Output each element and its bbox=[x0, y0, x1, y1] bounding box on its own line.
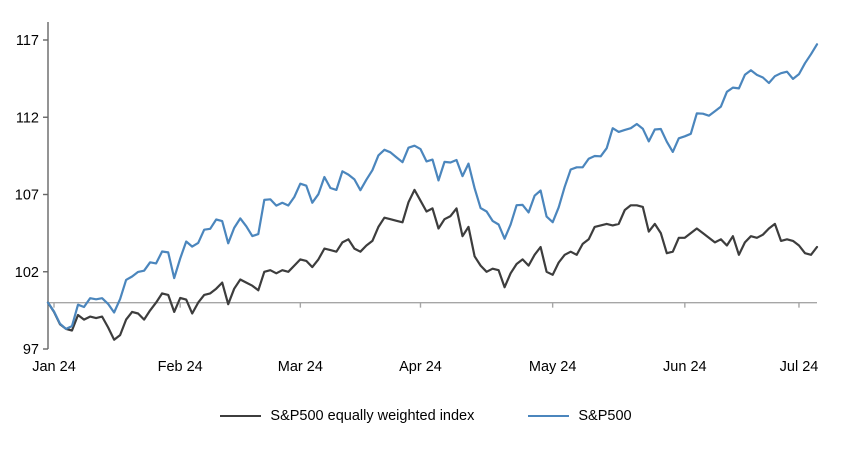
x-tick-label: Apr 24 bbox=[399, 359, 442, 375]
y-tick-label: 97 bbox=[23, 342, 39, 358]
sp500-equal-weight-line bbox=[46, 188, 819, 341]
sp500-line bbox=[46, 43, 819, 330]
x-tick-label: Jul 24 bbox=[780, 359, 819, 375]
chart-legend: S&P500 equally weighted index S&P500 bbox=[0, 408, 852, 424]
y-tick-label: 107 bbox=[15, 188, 39, 204]
x-tick-label: Jan 24 bbox=[32, 359, 76, 375]
y-tick-label: 112 bbox=[16, 110, 39, 126]
x-tick-label: Feb 24 bbox=[158, 359, 203, 375]
legend-label-sp500: S&P500 bbox=[578, 408, 632, 424]
legend-line-swatch-blue bbox=[528, 415, 570, 417]
x-tick-label: Mar 24 bbox=[278, 359, 323, 375]
y-tick-label: 117 bbox=[16, 33, 39, 49]
y-tick-label: 102 bbox=[15, 265, 39, 281]
chart-canvas: Jan 24 Feb 24 Mar 24 Apr 24 May 24 Jun 24 Jul … bbox=[15, 22, 819, 375]
legend-item-sp500: S&P500 bbox=[528, 408, 632, 424]
x-tick-label: May 24 bbox=[529, 359, 577, 375]
x-tick-label: Jun 24 bbox=[663, 359, 707, 375]
legend-line-swatch-dark bbox=[220, 415, 262, 417]
legend-label-equal-weight: S&P500 equally weighted index bbox=[270, 408, 475, 424]
legend-item-equal-weight: S&P500 equally weighted index bbox=[220, 408, 474, 424]
